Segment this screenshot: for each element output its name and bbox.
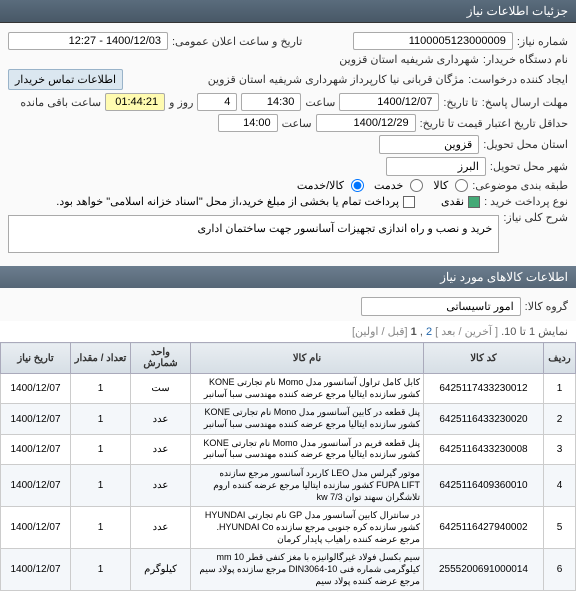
cell-n: 1 <box>544 374 576 404</box>
roozva-label: روز و <box>169 96 193 109</box>
info-block: شماره نیاز: 1100005123000009 تاریخ و ساع… <box>0 23 576 266</box>
cell-qty: 1 <box>71 434 131 464</box>
paytype-label: نوع پرداخت خرید : <box>484 195 568 208</box>
pager-prevfirst[interactable]: [قبل / اولین] <box>352 326 408 338</box>
cell-date: 1400/12/07 <box>1 465 71 507</box>
cell-code: 6425116433230008 <box>424 434 544 464</box>
need-no-field: 1100005123000009 <box>353 32 513 50</box>
cell-unit: عدد <box>131 404 191 434</box>
cell-qty: 1 <box>71 374 131 404</box>
table-row[interactable]: 62555200691000014سیم بکسل فولاد غیرگالوا… <box>1 549 576 591</box>
deadline-time-field: 14:30 <box>241 93 301 111</box>
province-label: استان محل تحویل: <box>483 138 568 151</box>
need-title-box: خرید و نصب و راه اندازی تجهیزات آسانسور … <box>8 215 499 253</box>
cell-unit: عدد <box>131 507 191 549</box>
pager-page-2[interactable]: 2 <box>426 326 432 338</box>
table-row[interactable]: 56425116427940002در سانترال کابین آسانسو… <box>1 507 576 549</box>
section-header: جزئیات اطلاعات نیاز <box>0 0 576 23</box>
announce-field: 1400/12/03 - 12:27 <box>8 32 168 50</box>
creator-value: مژگان قربانی نیا کارپرداز شهرداری شریفیه… <box>208 73 464 86</box>
cell-date: 1400/12/07 <box>1 434 71 464</box>
opt-kala[interactable]: کالا <box>433 179 468 192</box>
need-title-label: شرح کلی نیاز: <box>503 211 568 224</box>
pager-nextlast[interactable]: [ آخرین / بعد ] <box>435 326 498 338</box>
cell-date: 1400/12/07 <box>1 549 71 591</box>
group-field: امور تاسیساتی <box>361 297 521 316</box>
col-unit: واحد شمارش <box>131 343 191 374</box>
cell-qty: 1 <box>71 549 131 591</box>
valid-date-field: 1400/12/29 <box>316 114 416 132</box>
cell-unit: عدد <box>131 434 191 464</box>
col-qty: تعداد / مقدار <box>71 343 131 374</box>
buyer-label: نام دستگاه خریدار: <box>483 53 568 66</box>
cell-desc: سیم بکسل فولاد غیرگالوانیزه با مغز کنفی … <box>191 549 424 591</box>
creator-label: ایجاد کننده درخواست: <box>468 73 568 86</box>
valid-time-field: 14:00 <box>218 114 278 132</box>
valid-label: حداقل تاریخ اعتبار قیمت تا تاریخ: <box>420 117 568 130</box>
cell-unit: عدد <box>131 465 191 507</box>
announce-label: تاریخ و ساعت اعلان عمومی: <box>172 35 302 48</box>
class-label: طبقه بندی موضوعی: <box>472 179 568 192</box>
table-row[interactable]: 26425116433230020پنل قطعه در کابین آسانس… <box>1 404 576 434</box>
days-field: 4 <box>197 93 237 111</box>
group-label: گروه کالا: <box>525 300 568 313</box>
cell-unit: ست <box>131 374 191 404</box>
cell-code: 6425116409360010 <box>424 465 544 507</box>
cell-qty: 1 <box>71 404 131 434</box>
cell-n: 2 <box>544 404 576 434</box>
class-radio-group: کالا خدمت کالا/خدمت <box>297 179 468 192</box>
deadline-date-field: 1400/12/07 <box>339 93 439 111</box>
opt-khadamat[interactable]: خدمت <box>374 179 423 192</box>
city-field: البرز <box>386 157 486 176</box>
cell-desc: موتور گیرلس مدل LEO کاربرد آسانسور مرجع … <box>191 465 424 507</box>
deadline-label: مهلت ارسال پاسخ: <box>482 96 568 109</box>
contact-button[interactable]: اطلاعات تماس خریدار <box>8 69 123 90</box>
table-row[interactable]: 46425116409360010موتور گیرلس مدل LEO کار… <box>1 465 576 507</box>
province-field: قزوین <box>379 135 479 154</box>
cell-code: 6425116433230020 <box>424 404 544 434</box>
cell-n: 5 <box>544 507 576 549</box>
cell-n: 6 <box>544 549 576 591</box>
items-header: اطلاعات کالاهای مورد نیاز <box>0 266 576 288</box>
opt-kalakhadamat[interactable]: کالا/خدمت <box>297 179 364 192</box>
cell-n: 4 <box>544 465 576 507</box>
city-label: شهر محل تحویل: <box>490 160 568 173</box>
cell-desc: پنل قطعه در کابین آسانسور مدل Mono نام ت… <box>191 404 424 434</box>
pager-page-1: 1 <box>411 326 417 338</box>
pager: نمایش 1 تا 10. [ آخرین / بعد ] 2 , 1 [قب… <box>0 321 576 342</box>
saat-label-1: ساعت <box>305 96 335 109</box>
cell-desc: کابل کامل تراول آسانسور مدل Momo نام تجا… <box>191 374 424 404</box>
cell-date: 1400/12/07 <box>1 404 71 434</box>
col-name: نام کالا <box>191 343 424 374</box>
saat-label-2: ساعت <box>282 117 312 130</box>
pager-range: نمایش 1 تا 10. <box>501 326 568 338</box>
cell-date: 1400/12/07 <box>1 374 71 404</box>
table-row[interactable]: 36425116433230008پنل قطعه فریم در آسانسو… <box>1 434 576 464</box>
remain-tail-label: ساعت باقی مانده <box>20 96 101 109</box>
buyer-value: شهرداری شریفیه استان قزوین <box>339 53 479 66</box>
cell-unit: کیلوگرم <box>131 549 191 591</box>
cell-code: 2555200691000014 <box>424 549 544 591</box>
need-no-label: شماره نیاز: <box>517 35 568 48</box>
ta-label: تا تاریخ: <box>443 96 477 109</box>
pay-naghdi-check[interactable]: نقدی <box>441 195 480 208</box>
cell-n: 3 <box>544 434 576 464</box>
remain-field: 01:44:21 <box>105 93 165 111</box>
items-table: ردیف کد کالا نام کالا واحد شمارش تعداد /… <box>0 342 576 591</box>
cell-code: 6425116427940002 <box>424 507 544 549</box>
cell-qty: 1 <box>71 507 131 549</box>
col-date: تاریخ نیاز <box>1 343 71 374</box>
cell-code: 6425117433230012 <box>424 374 544 404</box>
cell-date: 1400/12/07 <box>1 507 71 549</box>
col-code: کد کالا <box>424 343 544 374</box>
table-row[interactable]: 16425117433230012کابل کامل تراول آسانسور… <box>1 374 576 404</box>
cell-qty: 1 <box>71 465 131 507</box>
cell-desc: پنل قطعه فریم در آسانسور مدل Momo نام تج… <box>191 434 424 464</box>
col-row: ردیف <box>544 343 576 374</box>
cell-desc: در سانترال کابین آسانسور مدل GP نام تجار… <box>191 507 424 549</box>
pay-note-check[interactable]: پرداخت تمام یا بخشی از مبلغ خرید،از محل … <box>56 195 415 208</box>
